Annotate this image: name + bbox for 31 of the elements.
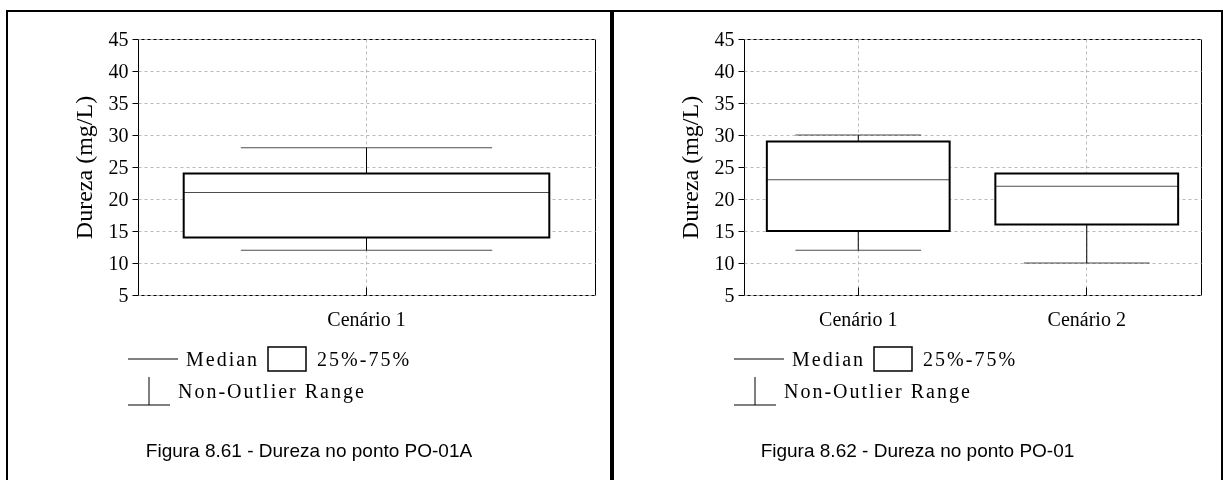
x-tick-label: Cenário 1: [327, 307, 406, 330]
y-tick-label: 5: [118, 283, 129, 306]
y-tick-label: 25: [108, 155, 129, 178]
y-tick-label: 10: [714, 251, 735, 274]
y-tick-label: 20: [714, 187, 735, 210]
text: Non-Outlier Range: [178, 379, 366, 403]
x-tick-label: Cenário 2: [1047, 307, 1126, 330]
y-tick-label: 30: [108, 123, 129, 146]
y-axis-title: Dureza (mg/L): [676, 95, 703, 240]
y-tick-label: 40: [108, 59, 129, 82]
text: Median: [186, 347, 260, 371]
y-tick-label: 5: [724, 283, 735, 306]
text: Median: [792, 347, 866, 371]
x-tick-label: Cenário 1: [819, 307, 898, 330]
text: 25%-75%: [317, 347, 412, 371]
y-tick-label: 40: [714, 59, 735, 82]
y-tick-label: 35: [714, 91, 735, 114]
y-tick-label: 25: [714, 155, 735, 178]
y-tick-label: 15: [714, 219, 735, 242]
text: 25%-75%: [923, 347, 1018, 371]
y-tick-label: 45: [714, 27, 735, 50]
y-tick-label: 15: [108, 219, 129, 242]
y-tick-label: 35: [108, 91, 129, 114]
text: Figura 8.61 - Dureza no ponto PO-01A: [144, 440, 474, 462]
y-tick-label: 10: [108, 251, 129, 274]
text: Non-Outlier Range: [784, 379, 972, 403]
y-axis-title: Dureza (mg/L): [70, 95, 97, 240]
text: Figura 8.62 - Dureza no ponto PO-01: [759, 440, 1076, 462]
y-tick-label: 45: [108, 27, 129, 50]
y-tick-label: 30: [714, 123, 735, 146]
y-tick-label: 20: [108, 187, 129, 210]
